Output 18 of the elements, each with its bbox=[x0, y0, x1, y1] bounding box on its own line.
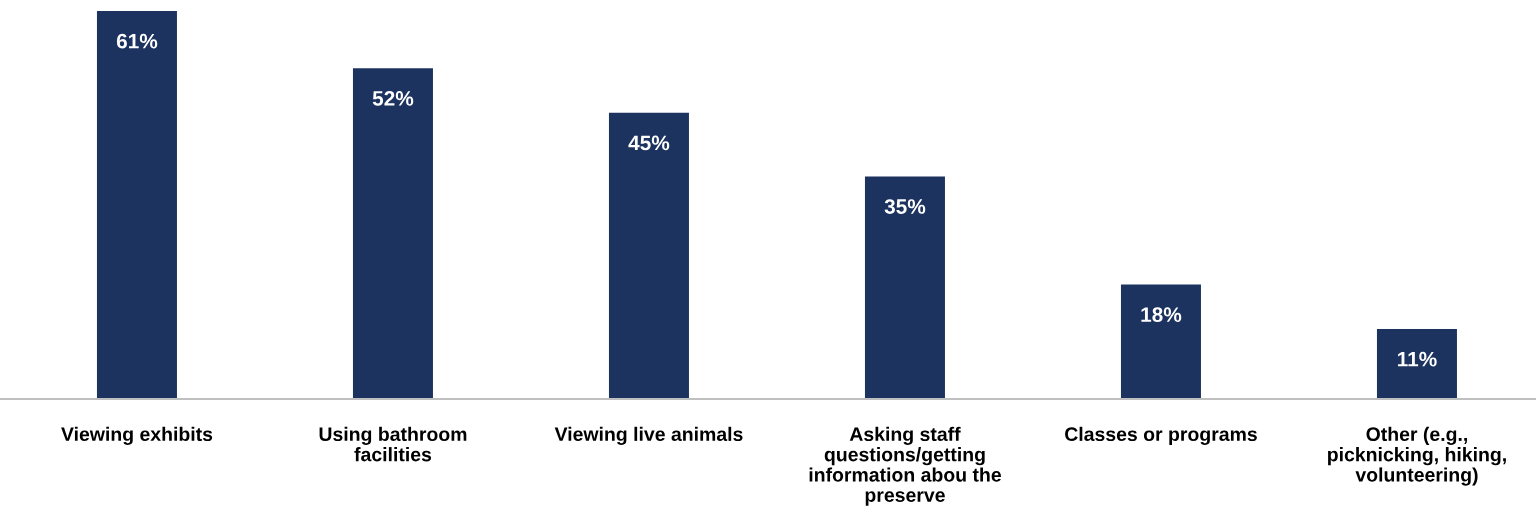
bar bbox=[352, 68, 433, 399]
bar bbox=[1376, 329, 1457, 399]
x-tick-label: Classes or programs bbox=[1065, 426, 1257, 445]
bar bbox=[1120, 284, 1201, 399]
x-tick-label: Asking staff questions/getting information abou the preserve bbox=[809, 426, 1001, 506]
data-label: 18% bbox=[1141, 307, 1182, 323]
data-label: 45% bbox=[628, 135, 670, 151]
data-label: 11% bbox=[1398, 351, 1437, 367]
data-label: 52% bbox=[372, 91, 414, 106]
x-tick-label: Using bathroom facilities bbox=[319, 426, 467, 462]
x-tick-label: Viewing exhibits bbox=[61, 426, 213, 445]
data-label: 35% bbox=[884, 199, 926, 214]
bar bbox=[608, 112, 689, 399]
bar bbox=[96, 11, 177, 399]
x-tick-label: Other (e.g., picknicking, hiking, volunteering) bbox=[1328, 426, 1506, 486]
bar bbox=[864, 176, 945, 399]
data-label: 61% bbox=[116, 33, 158, 49]
x-tick-label: Viewing live animals bbox=[554, 426, 743, 445]
